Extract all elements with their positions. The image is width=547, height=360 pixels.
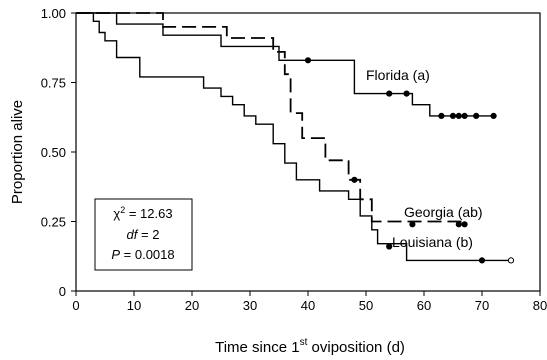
censor-mark-georgia [455, 221, 462, 228]
y-tick-label: 0.25 [41, 215, 66, 230]
p-line: P = 0.0018 [111, 247, 174, 262]
series-line-florida [76, 12, 494, 117]
x-tick-label: 60 [417, 298, 431, 313]
censor-mark-florida [438, 112, 445, 120]
x-tick-label: 40 [301, 298, 315, 313]
series-line-georgia [76, 12, 465, 223]
df-label: df [127, 227, 139, 242]
series-label-louisiana: Louisiana (b) [392, 234, 473, 250]
y-tick-label: 0.75 [41, 76, 66, 91]
chi-square-line: χ2 = 12.63 [113, 205, 172, 221]
censor-mark-florida [490, 112, 497, 120]
df-line: df = 2 [127, 227, 160, 242]
x-tick-label: 0 [72, 298, 79, 313]
series-label-florida: Florida (a) [366, 67, 430, 83]
stats-box-frame [94, 198, 193, 271]
series-labels: Florida (a) Georgia (ab) Louisiana (b) [366, 67, 483, 250]
y-axis-title: Proportion alive [9, 100, 26, 204]
x-tick-label: 30 [243, 298, 257, 313]
x-axis-title-sup: st [300, 337, 308, 348]
y-tick-label: 0.50 [41, 145, 66, 160]
censor-mark-georgia [461, 221, 468, 228]
censor-mark-louisiana [507, 257, 515, 264]
chi-value: = 12.63 [125, 206, 172, 221]
stats-box: χ2 = 12.63 df = 2 P = 0.0018 [94, 198, 193, 271]
series-line-louisiana [76, 12, 511, 262]
x-tick-label: 10 [127, 298, 141, 313]
df-value: = 2 [137, 227, 159, 242]
censor-mark-georgia [351, 176, 358, 183]
p-value: = 0.0018 [120, 247, 175, 262]
censor-mark-florida [449, 112, 457, 120]
x-tick-label: 50 [359, 298, 373, 313]
censor-mark-florida [455, 112, 462, 120]
x-tick-label: 20 [185, 298, 199, 313]
x-axis-title-tail: oviposition (d) [307, 339, 405, 356]
axes: 0 10 20 30 40 50 60 70 80 0 0.25 0.50 0.75 1.00 [41, 6, 547, 313]
x-axis-title-main: Time since 1 [215, 339, 299, 356]
censor-mark-florida [461, 112, 468, 120]
censor-mark-florida [304, 57, 312, 64]
x-tick-label: 80 [533, 298, 547, 313]
series-label-georgia: Georgia (ab) [404, 204, 483, 220]
p-label: P [111, 247, 120, 262]
y-tick-label: 0 [59, 284, 66, 299]
censor-mark-florida [403, 90, 410, 97]
chi-symbol: χ [113, 206, 120, 221]
censor-mark-georgia [409, 221, 416, 228]
x-tick-label: 70 [475, 298, 489, 313]
chi-superscript: 2 [120, 205, 125, 215]
x-axis-title: Time since 1st oviposition (d) [215, 337, 405, 356]
censor-mark-louisiana [386, 243, 393, 250]
series-layer [76, 12, 515, 264]
y-tick-label: 1.00 [41, 6, 66, 21]
censor-mark-florida [386, 90, 393, 97]
censor-mark-florida [473, 112, 480, 120]
censor-mark-louisiana [478, 257, 486, 264]
